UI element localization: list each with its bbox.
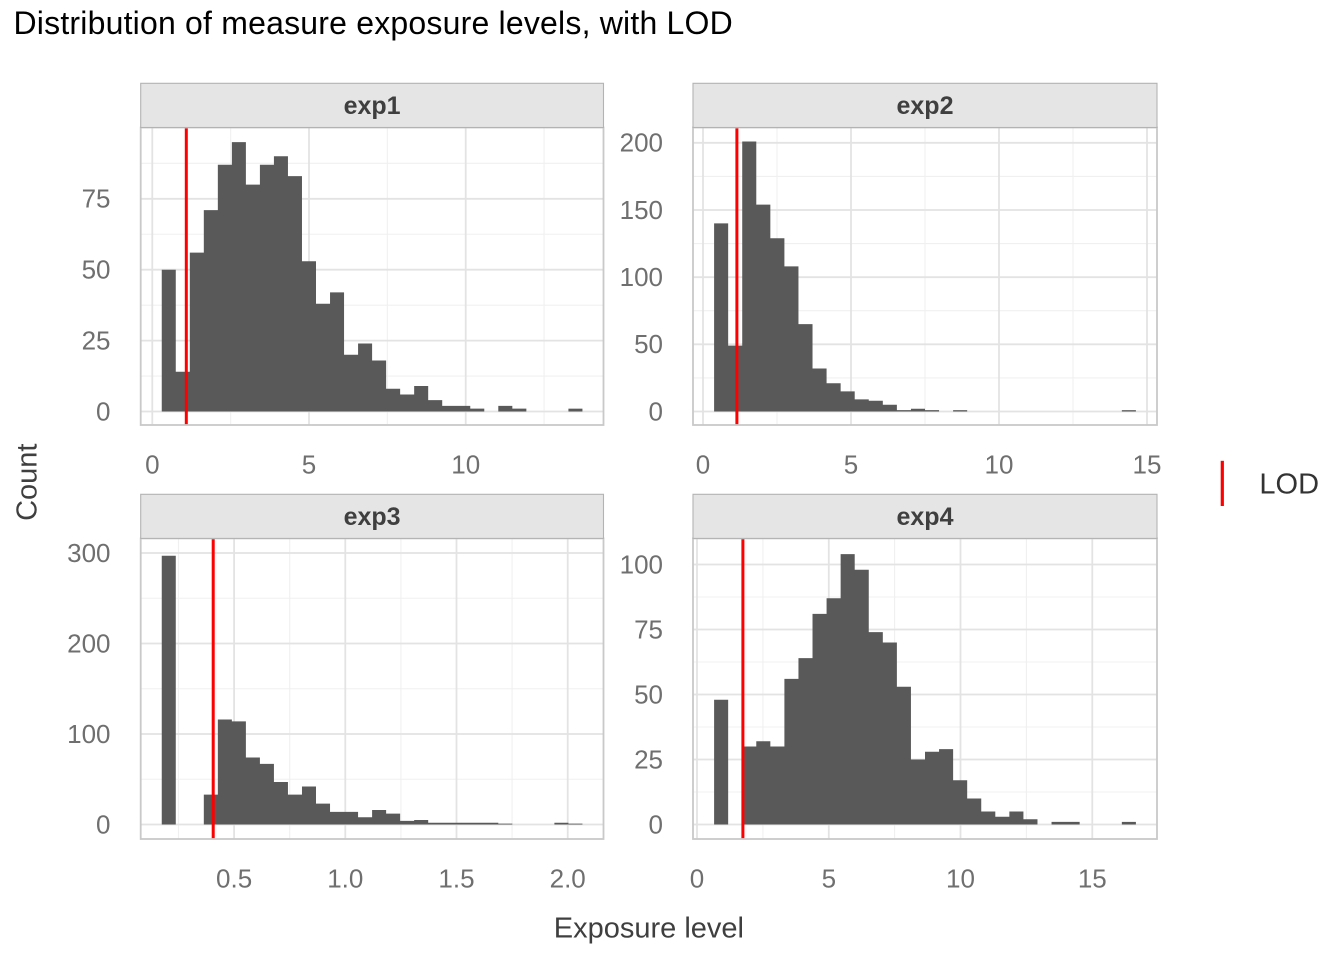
svg-text:75: 75 [82,184,111,214]
svg-text:10: 10 [985,449,1014,479]
svg-text:0.5: 0.5 [216,864,252,894]
svg-text:Count: Count [11,444,43,521]
svg-text:25: 25 [82,326,111,356]
svg-text:300: 300 [67,538,110,568]
svg-text:1.0: 1.0 [327,864,363,894]
svg-text:Distribution of measure exposu: Distribution of measure exposure levels,… [14,5,733,41]
svg-text:0: 0 [96,396,110,426]
svg-text:0: 0 [696,449,710,479]
svg-text:15: 15 [1078,864,1107,894]
svg-text:exp1: exp1 [344,92,401,120]
svg-text:75: 75 [634,614,663,644]
svg-text:0: 0 [96,809,110,839]
svg-text:200: 200 [620,128,663,158]
svg-text:50: 50 [82,255,111,285]
svg-text:exp4: exp4 [897,503,954,531]
svg-text:LOD: LOD [1259,469,1319,501]
svg-text:10: 10 [451,449,480,479]
svg-text:100: 100 [620,549,663,579]
svg-text:5: 5 [844,449,858,479]
svg-text:5: 5 [302,449,316,479]
svg-text:exp2: exp2 [897,92,954,120]
svg-text:5: 5 [822,864,836,894]
svg-text:Exposure level: Exposure level [554,912,744,944]
svg-text:200: 200 [67,628,110,658]
svg-text:exp3: exp3 [344,503,401,531]
svg-text:2.0: 2.0 [550,864,586,894]
svg-text:1.5: 1.5 [438,864,474,894]
svg-text:25: 25 [634,744,663,774]
svg-text:0: 0 [649,396,663,426]
svg-text:150: 150 [620,195,663,225]
svg-text:0: 0 [690,864,704,894]
svg-text:0: 0 [145,449,159,479]
svg-text:50: 50 [634,329,663,359]
svg-text:100: 100 [620,262,663,292]
svg-text:0: 0 [649,809,663,839]
svg-text:50: 50 [634,679,663,709]
svg-text:15: 15 [1133,449,1162,479]
svg-text:10: 10 [946,864,975,894]
svg-text:100: 100 [67,719,110,749]
